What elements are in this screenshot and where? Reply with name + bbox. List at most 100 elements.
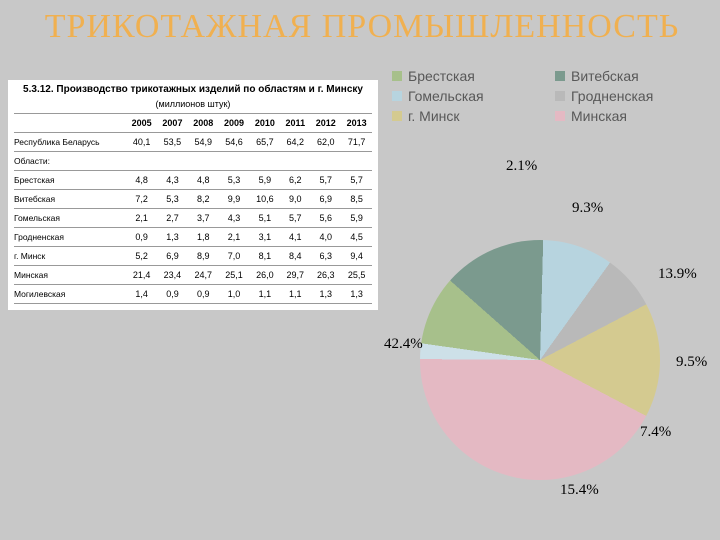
cell: 4,0: [310, 227, 341, 246]
table-row: Витебская7,25,38,29,910,69,06,98,5: [14, 189, 372, 208]
cell: 26,3: [310, 265, 341, 284]
cell: 40,1: [126, 132, 157, 151]
cell: 8,1: [249, 246, 280, 265]
cell: 54,9: [188, 132, 219, 151]
legend-item: Гродненская: [555, 88, 712, 104]
cell: 1,3: [341, 284, 372, 303]
cell: 5,7: [310, 170, 341, 189]
cell: 8,4: [280, 246, 310, 265]
page-title: ТРИКОТАЖНАЯ ПРОМЫШЛЕННОСТЬ: [0, 0, 720, 50]
cell: 8,9: [188, 246, 219, 265]
pie-slice-label: 2.1%: [506, 158, 537, 175]
pie-slice-label: 9.5%: [676, 354, 707, 371]
table-section-row: Области:: [14, 151, 372, 170]
legend-swatch: [555, 71, 565, 81]
col-blank: [14, 113, 126, 132]
cell: 4,5: [341, 227, 372, 246]
row-label: Гродненская: [14, 227, 126, 246]
cell: 5,9: [341, 208, 372, 227]
legend-label: Минская: [571, 108, 627, 124]
col-year: 2005: [126, 113, 157, 132]
cell: 21,4: [126, 265, 157, 284]
cell: 71,7: [341, 132, 372, 151]
cell: 26,0: [249, 265, 280, 284]
cell: 4,1: [280, 227, 310, 246]
table-row: Брестская4,84,34,85,35,96,25,75,7: [14, 170, 372, 189]
cell: 6,3: [310, 246, 341, 265]
cell: 5,9: [249, 170, 280, 189]
cell: 3,1: [249, 227, 280, 246]
cell: 1,0: [219, 284, 250, 303]
legend-item: Гомельская: [392, 88, 549, 104]
cell: 0,9: [157, 284, 188, 303]
legend-swatch: [392, 91, 402, 101]
table-panel: 5.3.12. Производство трикотажных изделий…: [8, 80, 378, 310]
legend-swatch: [555, 111, 565, 121]
cell: 2,1: [219, 227, 250, 246]
cell: 9,4: [341, 246, 372, 265]
table-row: Могилевская1,40,90,91,01,11,11,31,3: [14, 284, 372, 303]
cell: 1,3: [310, 284, 341, 303]
table-title: 5.3.12. Производство трикотажных изделий…: [14, 84, 372, 97]
cell: 4,8: [188, 170, 219, 189]
cell: 23,4: [157, 265, 188, 284]
col-year: 2013: [341, 113, 372, 132]
cell: 2,7: [157, 208, 188, 227]
legend-label: г. Минск: [408, 108, 460, 124]
cell: 1,3: [157, 227, 188, 246]
table-row: Минская21,423,424,725,126,029,726,325,5: [14, 265, 372, 284]
cell: 29,7: [280, 265, 310, 284]
cell: 5,1: [249, 208, 280, 227]
section-label: Области:: [14, 151, 372, 170]
cell: 1,8: [188, 227, 219, 246]
cell: 6,9: [310, 189, 341, 208]
data-table: 20052007200820092010201120122013 Республ…: [14, 113, 372, 304]
col-year: 2009: [219, 113, 250, 132]
col-year: 2008: [188, 113, 219, 132]
cell: 9,9: [219, 189, 250, 208]
cell: 7,2: [126, 189, 157, 208]
cell: 5,7: [280, 208, 310, 227]
cell: 6,9: [157, 246, 188, 265]
cell: 4,3: [219, 208, 250, 227]
legend-label: Гродненская: [571, 88, 653, 104]
cell: 53,5: [157, 132, 188, 151]
cell: 4,3: [157, 170, 188, 189]
pie-slice-label: 7.4%: [640, 424, 671, 441]
cell: 7,0: [219, 246, 250, 265]
cell: 6,2: [280, 170, 310, 189]
cell: 8,5: [341, 189, 372, 208]
table-row: Гродненская0,91,31,82,13,14,14,04,5: [14, 227, 372, 246]
row-label: Витебская: [14, 189, 126, 208]
cell: 54,6: [219, 132, 250, 151]
table-subtitle: (миллионов штук): [14, 99, 372, 109]
col-year: 2012: [310, 113, 341, 132]
col-year: 2011: [280, 113, 310, 132]
legend-swatch: [392, 71, 402, 81]
legend-swatch: [555, 91, 565, 101]
row-label: Могилевская: [14, 284, 126, 303]
table-row: Гомельская2,12,73,74,35,15,75,65,9: [14, 208, 372, 227]
row-label: Гомельская: [14, 208, 126, 227]
pie-chart: 2.1%9.3%13.9%42.4%9.5%7.4%15.4%: [390, 170, 710, 510]
cell: 64,2: [280, 132, 310, 151]
cell: 0,9: [188, 284, 219, 303]
pie-slice-label: 15.4%: [560, 482, 599, 499]
legend-item: г. Минск: [392, 108, 549, 124]
pie-slice-label: 42.4%: [384, 336, 423, 353]
col-year: 2007: [157, 113, 188, 132]
col-year: 2010: [249, 113, 280, 132]
legend-item: Минская: [555, 108, 712, 124]
pie-slice-label: 13.9%: [658, 266, 697, 283]
legend-label: Гомельская: [408, 88, 484, 104]
row-label: Минская: [14, 265, 126, 284]
cell: 9,0: [280, 189, 310, 208]
cell: 1,1: [280, 284, 310, 303]
cell: 3,7: [188, 208, 219, 227]
legend-label: Брестская: [408, 68, 475, 84]
cell: 25,5: [341, 265, 372, 284]
cell: 1,1: [249, 284, 280, 303]
cell: 2,1: [126, 208, 157, 227]
cell: 1,4: [126, 284, 157, 303]
legend-label: Витебская: [571, 68, 639, 84]
